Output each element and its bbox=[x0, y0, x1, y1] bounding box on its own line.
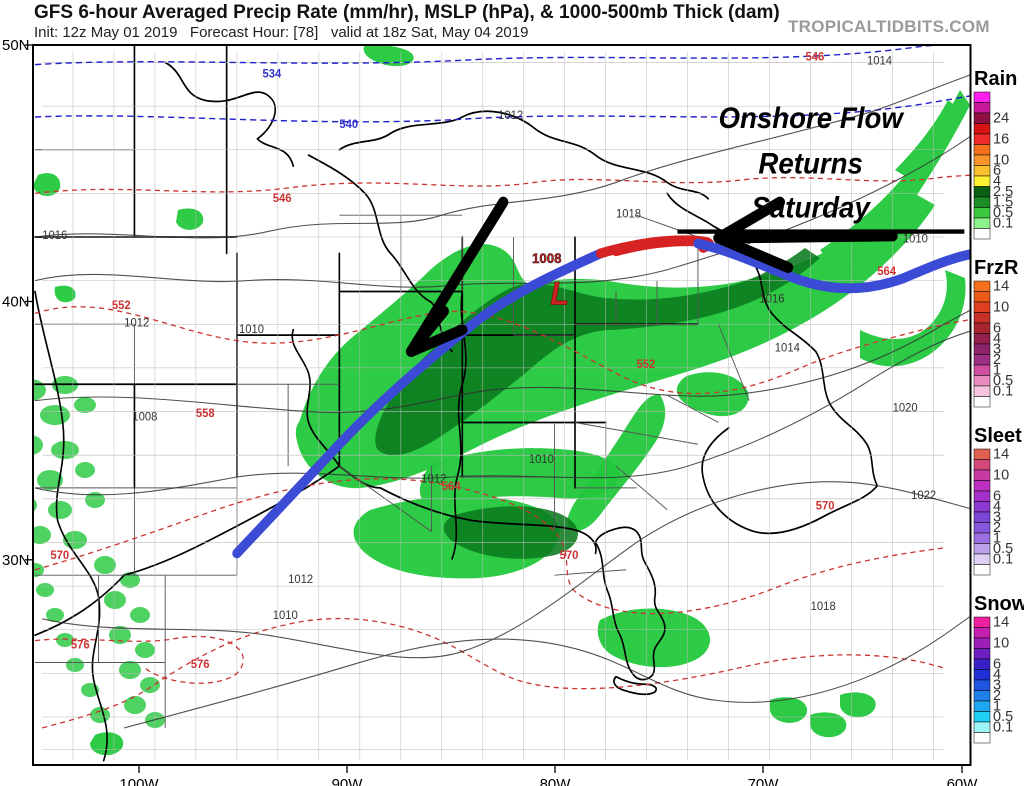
svg-text:Sleet: Sleet bbox=[974, 425, 1022, 447]
svg-text:16: 16 bbox=[993, 132, 1009, 148]
svg-text:0.1: 0.1 bbox=[993, 384, 1013, 400]
svg-text:0.1: 0.1 bbox=[993, 720, 1013, 736]
svg-text:Rain: Rain bbox=[974, 68, 1017, 90]
svg-text:10: 10 bbox=[993, 636, 1009, 652]
svg-text:Snow: Snow bbox=[974, 593, 1024, 615]
svg-text:14: 14 bbox=[993, 615, 1009, 631]
svg-text:10: 10 bbox=[993, 468, 1009, 484]
svg-text:0.1: 0.1 bbox=[993, 216, 1013, 232]
svg-text:0.1: 0.1 bbox=[993, 552, 1013, 568]
svg-text:10: 10 bbox=[993, 300, 1009, 316]
svg-text:24: 24 bbox=[993, 111, 1009, 127]
svg-text:14: 14 bbox=[993, 447, 1009, 463]
svg-text:FrzR: FrzR bbox=[974, 257, 1019, 279]
svg-text:14: 14 bbox=[993, 279, 1009, 295]
